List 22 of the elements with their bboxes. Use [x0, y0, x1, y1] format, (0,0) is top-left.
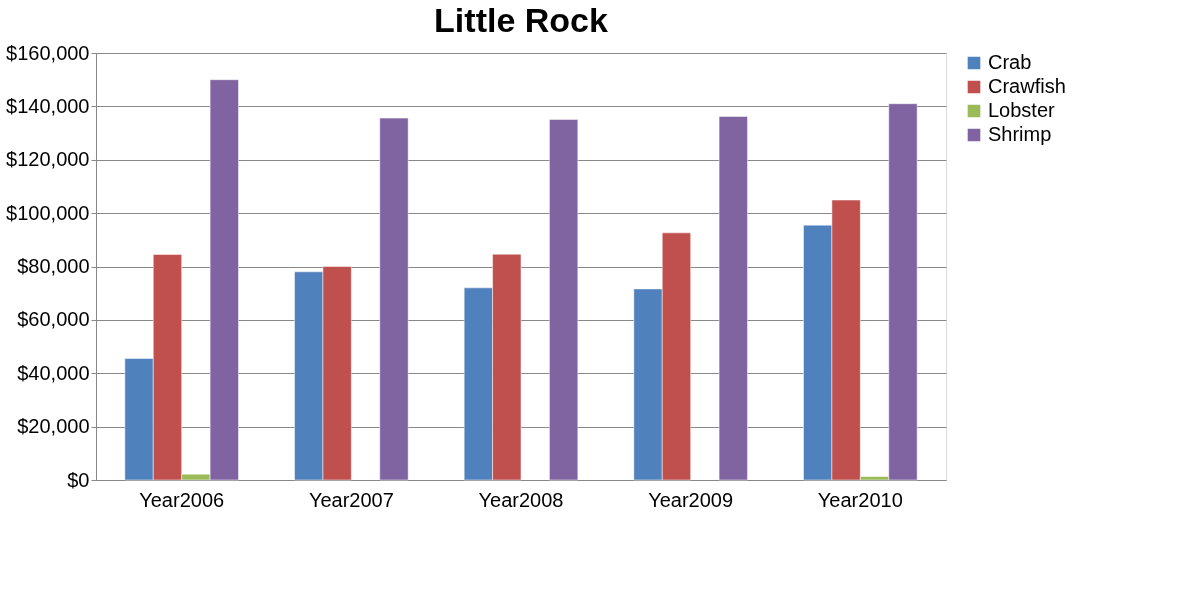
- x-tick-label: Year2008: [478, 488, 564, 511]
- x-tick-label: Year2009: [648, 488, 734, 511]
- y-tick-label: $0: [67, 468, 90, 491]
- y-tick-label: $160,000: [6, 41, 90, 64]
- x-tick-label: Year2007: [308, 488, 394, 511]
- bar: [379, 117, 409, 481]
- chart-title: Little Rock: [434, 1, 608, 39]
- legend-label: Lobster: [988, 99, 1056, 121]
- y-tick-label: $100,000: [6, 201, 90, 224]
- x-tick-label: Year2010: [817, 488, 903, 511]
- y-tick-label: $120,000: [6, 148, 90, 171]
- y-tick-label: $20,000: [17, 415, 90, 438]
- legend-label: Crawfish: [988, 75, 1066, 97]
- y-tick-label: $140,000: [6, 94, 90, 117]
- x-tick-label: Year2006: [139, 488, 225, 511]
- y-tick-label: $60,000: [17, 308, 90, 331]
- y-tick-label: $40,000: [17, 361, 90, 384]
- bar: [549, 119, 579, 481]
- legend-label: Shrimp: [988, 123, 1052, 145]
- bar: [718, 116, 748, 481]
- y-tick-label: $80,000: [17, 255, 90, 277]
- legend-label: Crab: [988, 51, 1032, 73]
